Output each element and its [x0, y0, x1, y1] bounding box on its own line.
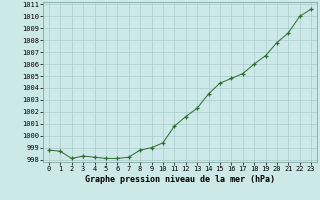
X-axis label: Graphe pression niveau de la mer (hPa): Graphe pression niveau de la mer (hPa)	[85, 175, 275, 184]
